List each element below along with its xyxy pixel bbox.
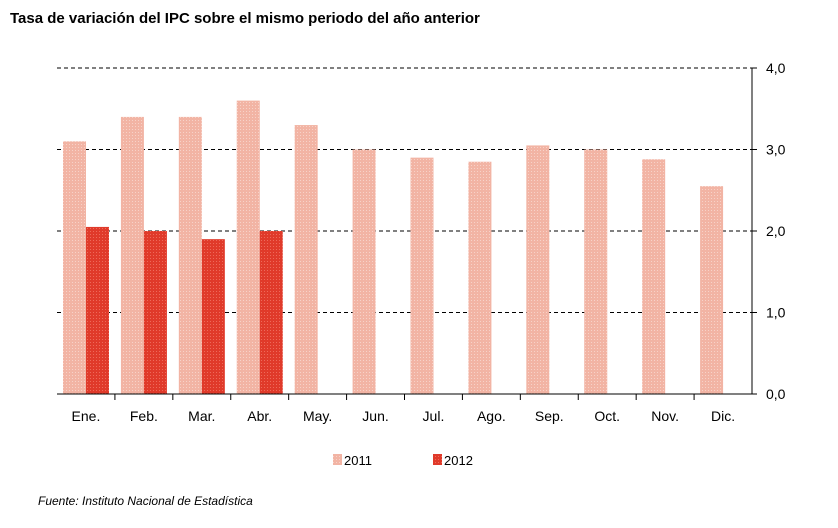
legend-label-2012: 2012 (444, 453, 473, 468)
y-tick-label: 4,0 (766, 60, 786, 76)
y-tick-label: 0,0 (766, 386, 786, 402)
y-tick-label: 2,0 (766, 223, 786, 239)
x-tick-label: Jun. (362, 408, 388, 424)
bars (63, 100, 724, 395)
legend-swatch-2011 (333, 454, 342, 465)
x-tick-label: Feb. (130, 408, 158, 424)
bar-2011-3 (236, 100, 260, 394)
x-tick-label: Dic. (711, 408, 735, 424)
legend: 2011 2012 (333, 453, 473, 468)
bar-2011-0 (63, 141, 86, 394)
bar-2012-2 (201, 239, 225, 394)
x-tick-label: Oct. (594, 408, 620, 424)
bar-2011-7 (468, 161, 492, 394)
source-note: Fuente: Instituto Nacional de Estadístic… (38, 494, 253, 508)
x-tick-label: Nov. (651, 408, 679, 424)
x-tick-label: Abr. (247, 408, 272, 424)
x-tick-label: Ago. (477, 408, 506, 424)
x-tick-label: Ene. (72, 408, 101, 424)
x-tick-label: May. (303, 408, 332, 424)
x-tick-label: Sep. (535, 408, 564, 424)
bar-2011-8 (526, 145, 550, 394)
axes: 0,0 1,0 2,0 3,0 4,0 Ene. Feb. Mar. Abr. May. Jun. J… (57, 60, 786, 424)
chart-title: Tasa de variación del IPC sobre el mismo… (10, 10, 480, 27)
x-tick-label: Mar. (188, 408, 215, 424)
bar-2012-1 (143, 231, 167, 394)
bar-2011-5 (352, 149, 376, 394)
y-tick-label: 1,0 (766, 305, 786, 321)
bar-2011-10 (642, 159, 666, 394)
bar-2011-11 (700, 186, 724, 394)
legend-label-2011: 2011 (344, 453, 372, 468)
x-tick-label: Jul. (423, 408, 445, 424)
bar-2012-3 (259, 231, 283, 394)
y-tick-label: 3,0 (766, 142, 786, 158)
bar-2011-9 (584, 149, 608, 394)
bar-2011-6 (410, 157, 434, 394)
bar-2011-4 (294, 125, 318, 395)
legend-swatch-2012 (433, 454, 442, 465)
gridlines (57, 67, 752, 313)
bar-2011-1 (120, 116, 144, 395)
bar-2012-0 (86, 226, 109, 394)
bar-2011-2 (178, 116, 202, 395)
